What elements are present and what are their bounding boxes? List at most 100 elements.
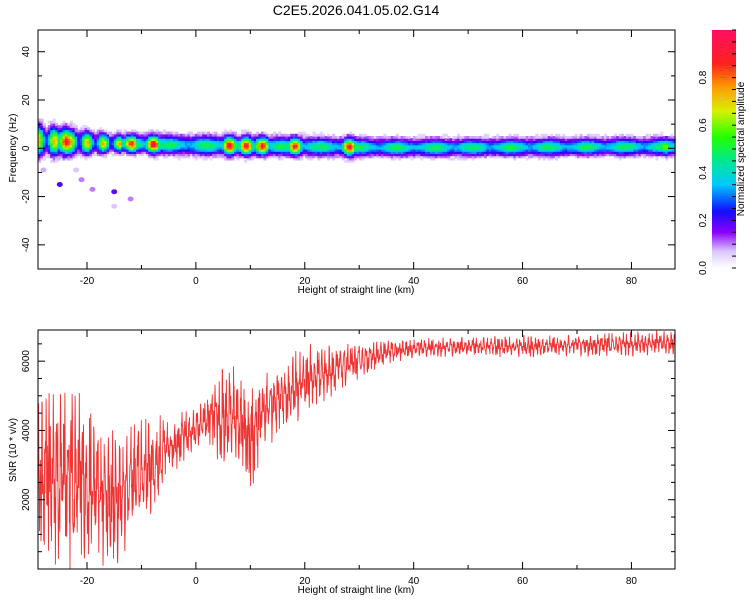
spectrogram-cell [47, 151, 51, 154]
spectrogram-cell [62, 129, 66, 133]
spectrogram-cell [540, 138, 544, 141]
spectrogram-cell [89, 131, 93, 135]
spectrogram-cell [611, 149, 615, 152]
spectrogram-cell [197, 155, 201, 159]
spectrogram-cell [383, 144, 387, 148]
spectrogram-cell [175, 133, 179, 137]
spectrogram-cell [50, 144, 54, 148]
spectrogram-cell [618, 151, 622, 154]
spectrogram-cell [506, 138, 510, 141]
spectrogram-cell [461, 149, 465, 152]
spectrogram-cell [116, 151, 120, 154]
spectrogram-cell [67, 146, 71, 150]
spectrogram-cell [586, 136, 590, 139]
spectrogram-cell [655, 157, 659, 161]
spectrogram-cell [378, 151, 382, 154]
spectrogram-cell [87, 133, 91, 137]
spectrogram-cell [498, 138, 502, 141]
spectrogram-cell [501, 146, 505, 150]
spectrogram-cell [317, 133, 321, 137]
spectrogram-cell [508, 144, 512, 148]
spectrogram-cell [535, 155, 539, 159]
spectrogram-cell [224, 129, 228, 133]
spectrogram-cell [74, 155, 78, 159]
spectrogram-cell [104, 133, 108, 137]
spectrogram-cell [96, 142, 100, 146]
spectrogram-cell [111, 146, 115, 150]
spectrogram-cell [148, 131, 152, 135]
spectrogram-cell [510, 146, 514, 150]
spectrogram-cell [488, 153, 492, 157]
spectrogram-cell [182, 133, 186, 137]
spectrogram-cell [496, 149, 500, 152]
spectrogram-cell [626, 151, 630, 154]
spectrogram-cell [241, 142, 245, 146]
spectrogram-cell [459, 151, 463, 154]
spectrogram-cell [562, 149, 566, 152]
spectrogram-cell [437, 151, 441, 154]
spectrogram-cell [616, 144, 620, 148]
spectrogram-cell [314, 144, 318, 148]
spectrogram-cell [638, 151, 642, 154]
spectrogram-cell [574, 149, 578, 152]
spectrogram-cell [96, 144, 100, 148]
spectrogram-cell [121, 133, 125, 137]
spectrogram-cell [60, 155, 64, 159]
spectrogram-cell [248, 136, 252, 139]
spectrogram-cell [307, 133, 311, 137]
spectrogram-cell [67, 136, 71, 139]
spectrogram-cell [106, 131, 110, 135]
spectrogram-cell [596, 155, 600, 159]
spectrogram-cell [170, 151, 174, 154]
spectrogram-cell [197, 146, 201, 150]
spectrogram-cell [64, 140, 68, 144]
spectrogram-cell [197, 153, 201, 157]
spectrogram-cell [158, 146, 162, 150]
spectrogram-cell [506, 144, 510, 148]
spectrogram-cell [258, 151, 262, 154]
spectrogram-cell [57, 157, 61, 161]
spectrogram-cell [52, 159, 56, 163]
spectrogram-cell [248, 140, 252, 144]
spectrogram-cell [596, 140, 600, 144]
spectrogram-cell [258, 149, 262, 152]
spectrogram-cell [547, 136, 551, 139]
spectrogram-cell [594, 151, 598, 154]
spectrogram-cell [542, 136, 546, 139]
spectrogram-cell [395, 138, 399, 141]
spectrogram-cell [131, 133, 135, 137]
spectrogram-cell [412, 155, 416, 159]
spectrogram-cell [491, 140, 495, 144]
spectrogram-cell [297, 144, 301, 148]
spectrogram-cell [586, 151, 590, 154]
spectrogram-cell [579, 153, 583, 157]
spectrogram-cell [226, 146, 230, 150]
spectrogram-cell [459, 155, 463, 159]
spectrogram-cell [327, 140, 331, 144]
spectrogram-cell [162, 129, 166, 133]
spectrogram-cell [532, 144, 536, 148]
spectrogram-cell [329, 146, 333, 150]
spectrogram-cell [474, 140, 478, 144]
spectrogram-cell [47, 153, 51, 157]
spectrogram-cell [67, 125, 71, 128]
spectrogram-cell [589, 149, 593, 152]
spectrogram-cell [109, 131, 113, 135]
spectrogram-cell [155, 142, 159, 146]
spectrogram-cell [194, 144, 198, 148]
spectrogram-cell [177, 155, 181, 159]
spectrogram-cell [378, 138, 382, 141]
spectrogram-cell [87, 155, 91, 159]
spectrogram-cell [567, 140, 571, 144]
spectrogram-cell [594, 142, 598, 146]
spectrogram-cell [283, 155, 287, 159]
spectrogram-cell [506, 151, 510, 154]
spectrogram-cell [96, 131, 100, 135]
spectrogram-cell [64, 133, 68, 137]
spectrogram-cell [562, 151, 566, 154]
spectrogram-cell [395, 144, 399, 148]
spectrogram-cell [483, 144, 487, 148]
spectrogram-cell [185, 138, 189, 141]
spectrogram-cell [42, 140, 46, 144]
spectrogram-cell [187, 155, 191, 159]
